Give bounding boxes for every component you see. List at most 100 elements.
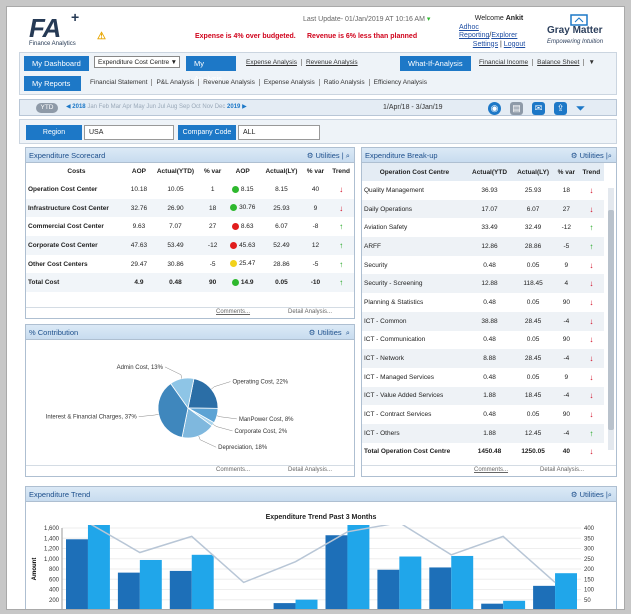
contribution-utilities[interactable]: ⚙ Utilities ⌕: [308, 328, 350, 337]
table-row[interactable]: Corporate Cost Center 47.63 53.49 -12 45.63 5…: [26, 236, 354, 255]
table-row[interactable]: Daily Operations 17.07 6.07 27 ↓: [362, 199, 604, 219]
actual-ytd-value: 0.48: [483, 261, 496, 269]
export-icon[interactable]: ⇪: [554, 102, 567, 115]
report-item-financial-statement[interactable]: Financial Statement: [86, 79, 153, 86]
table-row[interactable]: Commercial Cost Center 9.63 7.07 27 8.63 6.07…: [26, 217, 354, 236]
logout-link[interactable]: Logout: [503, 40, 526, 48]
report-item-expense-analysis[interactable]: Expense Analysis: [259, 79, 320, 86]
table-row[interactable]: Total Operation Cost Centre 1450.48 1250.0…: [362, 443, 604, 462]
trend-bar[interactable]: [555, 573, 577, 610]
trend-bar[interactable]: [503, 600, 526, 610]
breakup-title: Expenditure Break-up: [365, 151, 438, 160]
trend-bar[interactable]: [273, 603, 296, 610]
trend-bar[interactable]: [429, 567, 452, 610]
analysis-item-revenue[interactable]: Revenue Analysis: [305, 59, 358, 66]
search-icon[interactable]: ⌕: [607, 490, 612, 499]
detail-analysis-link[interactable]: Detail Analysis...: [288, 467, 333, 473]
search-icon[interactable]: ⌕: [607, 151, 612, 160]
trend-bar[interactable]: [169, 570, 192, 610]
trend-utilities[interactable]: ⚙ Utilities |⌕: [570, 490, 612, 499]
dashboard-select[interactable]: Expenditure Cost Centre ▼: [94, 56, 180, 68]
trend-bar[interactable]: [117, 572, 140, 610]
table-row[interactable]: ICT - Network 8.88 28.45 -4 ↓: [362, 349, 604, 368]
company-code-select[interactable]: ALL: [238, 125, 320, 140]
detail-analysis-link[interactable]: Detail Analysis...: [288, 309, 333, 315]
actual-ly-value: 0.05: [275, 279, 288, 287]
cost-centre-name: ICT - Value Added Services: [364, 392, 444, 400]
table-row[interactable]: Quality Management 36.93 25.93 18 ↓: [362, 181, 604, 200]
scrollbar[interactable]: [608, 188, 614, 450]
tab-my-analysis[interactable]: My Analysis: [186, 56, 236, 83]
analysis-item-expense[interactable]: Expense Analysis: [242, 59, 302, 66]
print-icon[interactable]: ▤: [510, 102, 523, 115]
scorecard-utilities[interactable]: ⚙ Utilities | ⌕: [306, 151, 350, 160]
table-row[interactable]: ICT - Communication 0.48 0.05 90 ↓: [362, 331, 604, 350]
comments-link[interactable]: Comments...: [216, 309, 251, 315]
table-row[interactable]: Security - Screening 12.88 118.45 4 ↓: [362, 274, 604, 294]
breakup-utilities[interactable]: ⚙ Utilities |⌕: [570, 151, 612, 160]
trend-bar[interactable]: [139, 559, 162, 610]
trend-bar[interactable]: [325, 535, 348, 610]
chevron-down-icon[interactable]: ▼: [588, 59, 595, 66]
dropdown-icon[interactable]: ▾: [426, 16, 431, 23]
table-row[interactable]: Security 0.48 0.05 9 ↓: [362, 256, 604, 275]
trend-bar[interactable]: [347, 525, 370, 610]
detail-analysis-link[interactable]: Detail Analysis...: [540, 467, 585, 473]
table-row[interactable]: Operation Cost Center 10.18 10.05 1 8.15 8.15…: [26, 180, 354, 199]
tab-what-if[interactable]: What-If-Analysis: [400, 56, 471, 71]
var-value: 27: [562, 205, 570, 213]
filter-icon[interactable]: ⏷: [575, 101, 586, 115]
table-row[interactable]: ARFF 12.86 28.86 -5 ↑: [362, 237, 604, 256]
table-row[interactable]: Infrastructure Cost Center 32.76 26.90 18 30…: [26, 198, 354, 218]
whatif-item-financial-income[interactable]: Financial Income: [475, 59, 534, 66]
table-row[interactable]: ICT - Common 38.88 28.45 -4 ↓: [362, 311, 604, 331]
tab-my-dashboard[interactable]: My Dashboard: [24, 56, 89, 71]
trend-bar[interactable]: [451, 555, 474, 610]
comments-link[interactable]: Comments...: [216, 467, 251, 473]
table-row[interactable]: ICT - Value Added Services 1.88 18.45 -4 ↓: [362, 386, 604, 406]
trend-bar[interactable]: [399, 556, 422, 610]
table-row[interactable]: Total Cost 4.9 0.48 90 14.9 0.05 -10 ↑: [26, 273, 354, 293]
search-icon[interactable]: ⌕: [345, 151, 350, 160]
var-value: -5: [209, 260, 216, 268]
trend-bar[interactable]: [377, 569, 400, 610]
explorer-link[interactable]: Explorer: [491, 32, 518, 39]
month-slider[interactable]: ◀ 2018 Jan Feb Mar Apr May Jun Jul Aug S…: [66, 103, 247, 110]
adhoc-reporting-link[interactable]: Adhoc Reporting: [459, 23, 490, 40]
globe-icon[interactable]: ◉: [488, 102, 501, 115]
next-icon[interactable]: ▶: [240, 104, 247, 110]
trend-bar[interactable]: [481, 603, 504, 610]
search-icon[interactable]: ⌕: [345, 328, 350, 337]
cost-centre-name: ICT - Contract Services: [364, 411, 432, 419]
trend-down-icon: ↓: [589, 354, 594, 364]
table-row[interactable]: ICT - Others 1.88 12.45 -4 ↑: [362, 423, 604, 443]
ytd-toggle[interactable]: YTD: [36, 103, 58, 113]
table-row[interactable]: Other Cost Centers 29.47 30.86 -5 25.47 28.86…: [26, 255, 354, 274]
report-item-pl-analysis[interactable]: P&L Analysis: [152, 79, 200, 86]
scrollbar-thumb[interactable]: [608, 210, 614, 430]
welcome-label: Welcome: [474, 15, 504, 22]
pie-slice[interactable]: [157, 382, 189, 438]
trend-bar[interactable]: [295, 599, 318, 610]
table-row[interactable]: Planning & Statistics 0.48 0.05 90 ↓: [362, 293, 604, 312]
mail-icon[interactable]: ✉: [532, 102, 545, 115]
trend-bar[interactable]: [66, 539, 88, 610]
whatif-item-balance-sheet[interactable]: Balance Sheet: [533, 59, 585, 66]
trend-bar[interactable]: [533, 585, 556, 610]
prev-icon[interactable]: ◀: [66, 104, 73, 110]
comments-link[interactable]: Comments...: [474, 467, 509, 473]
region-select[interactable]: USA: [84, 125, 174, 140]
var-value: -12: [207, 241, 218, 249]
pie-slice[interactable]: [170, 377, 195, 409]
table-row[interactable]: ICT - Managed Services 0.48 0.05 9 ↓: [362, 368, 604, 387]
report-item-efficiency-analysis[interactable]: Efficiency Analysis: [373, 79, 427, 86]
settings-link[interactable]: Settings: [472, 40, 499, 48]
report-item-revenue-analysis[interactable]: Revenue Analysis: [199, 79, 260, 86]
trend-bar[interactable]: [87, 525, 110, 610]
trend-bar[interactable]: [191, 554, 214, 610]
table-row[interactable]: ICT - Contract Services 0.48 0.05 90 ↓: [362, 405, 604, 424]
table-row[interactable]: Aviation Safety 33.49 32.49 -12 ↑: [362, 218, 604, 237]
report-item-ratio-analysis[interactable]: Ratio Analysis: [319, 79, 370, 86]
tab-my-reports[interactable]: My Reports: [24, 76, 81, 91]
pie-slice[interactable]: [187, 378, 219, 409]
